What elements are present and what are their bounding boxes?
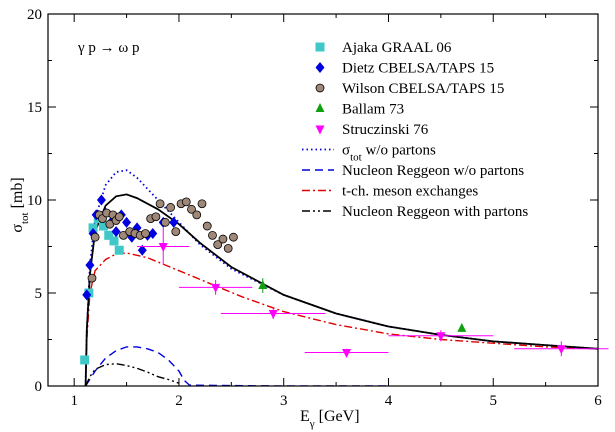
legend-marker-wilson <box>315 83 325 93</box>
y-tick-label: 10 <box>27 193 42 209</box>
data-point-dietz <box>85 259 95 271</box>
reaction-annotation: γ p → ω p <box>77 40 140 56</box>
legend-label-struczinski: Struczinski 76 <box>342 122 429 138</box>
data-point-wilson <box>213 240 223 250</box>
x-tick-label: 2 <box>175 393 183 409</box>
plot-frame <box>47 13 599 387</box>
data-point-ajaka <box>99 221 109 231</box>
data-point-struczinski <box>158 243 168 252</box>
data-point-dietz <box>148 227 158 239</box>
data-point-wilson <box>192 210 202 220</box>
x-tick-label: 6 <box>594 393 602 409</box>
data-point-dietz <box>137 244 147 256</box>
x-tick-label: 3 <box>280 393 288 409</box>
legend-marker-struczinski <box>315 125 325 135</box>
data-point-layer <box>80 194 609 365</box>
legend-label-sigma_wo: σtot w/o partons <box>342 143 436 164</box>
y-tick-label: 15 <box>27 100 42 116</box>
data-point-struczinski <box>268 309 278 319</box>
data-point-wilson <box>151 212 161 222</box>
data-point-ajaka <box>114 245 124 255</box>
curve-reggeon_with <box>84 362 180 386</box>
data-point-dietz <box>169 216 179 228</box>
x-axis-label: Eγ [GeV] <box>300 408 360 430</box>
data-point-wilson <box>218 234 228 244</box>
legend-marker-ajaka <box>315 42 325 52</box>
legend-marker-dietz <box>315 62 325 73</box>
legend-label-ajaka: Ajaka GRAAL 06 <box>342 40 452 56</box>
data-point-dietz <box>96 194 106 206</box>
data-point-struczinski <box>436 332 446 342</box>
data-point-wilson <box>187 204 196 214</box>
y-tick-label: 0 <box>35 379 43 395</box>
data-point-wilson <box>171 227 181 237</box>
tick-layer: 1 2 3 4 5 6 0 5 10 15 20 <box>27 7 602 409</box>
data-point-wilson <box>223 243 233 253</box>
y-tick-label: 20 <box>27 7 42 23</box>
data-point-struczinski <box>556 345 566 355</box>
data-point-dietz <box>122 216 132 228</box>
data-point-wilson <box>141 229 150 238</box>
data-point-wilson <box>181 197 191 207</box>
data-point-wilson <box>208 230 217 240</box>
data-point-struczinski <box>211 283 221 293</box>
y-axis-label-sub: tot <box>19 212 31 224</box>
legend-label-dietz: Dietz CBELSA/TAPS 15 <box>342 61 494 77</box>
data-point-ballam <box>258 280 268 290</box>
y-tick-label: 5 <box>35 286 43 302</box>
data-point-wilson <box>229 232 238 242</box>
data-point-wilson <box>202 221 212 231</box>
data-point-ajaka <box>104 230 114 240</box>
data-point-wilson <box>90 232 100 242</box>
legend-label-reggeon_wo: Nucleon Reggeon w/o partons <box>342 163 524 179</box>
data-point-ballam <box>457 322 467 332</box>
data-point-ajaka <box>109 236 119 246</box>
data-point-wilson <box>160 217 170 227</box>
legend: Ajaka GRAAL 06 Dietz CBELSA/TAPS 15 Wilson… <box>302 40 528 220</box>
data-point-wilson <box>197 199 207 209</box>
data-point-wilson <box>166 203 175 212</box>
data-point-struczinski <box>342 349 352 359</box>
legend-marker-ballam <box>315 103 325 112</box>
legend-label-ballam: Ballam 73 <box>342 102 404 118</box>
data-point-wilson <box>114 212 124 222</box>
x-tick-label: 4 <box>385 393 393 409</box>
x-tick-label: 5 <box>489 393 497 409</box>
data-point-ajaka <box>88 223 98 233</box>
legend-label-wilson: Wilson CBELSA/TAPS 15 <box>342 81 504 97</box>
legend-label-meson: t-ch. meson exchanges <box>342 184 478 200</box>
curve-meson <box>84 252 598 386</box>
data-point-wilson <box>87 273 97 283</box>
data-point-dietz <box>82 289 92 301</box>
x-axis-label-sub: γ <box>309 418 315 430</box>
data-point-wilson <box>155 199 165 209</box>
legend-label-reggeon_with: Nucleon Reggeon with partons <box>342 204 528 220</box>
data-point-ajaka <box>80 355 90 365</box>
x-tick-label: 1 <box>70 393 78 409</box>
data-point-dietz <box>111 226 121 238</box>
y-axis-label: σtot [mb] <box>9 177 31 232</box>
